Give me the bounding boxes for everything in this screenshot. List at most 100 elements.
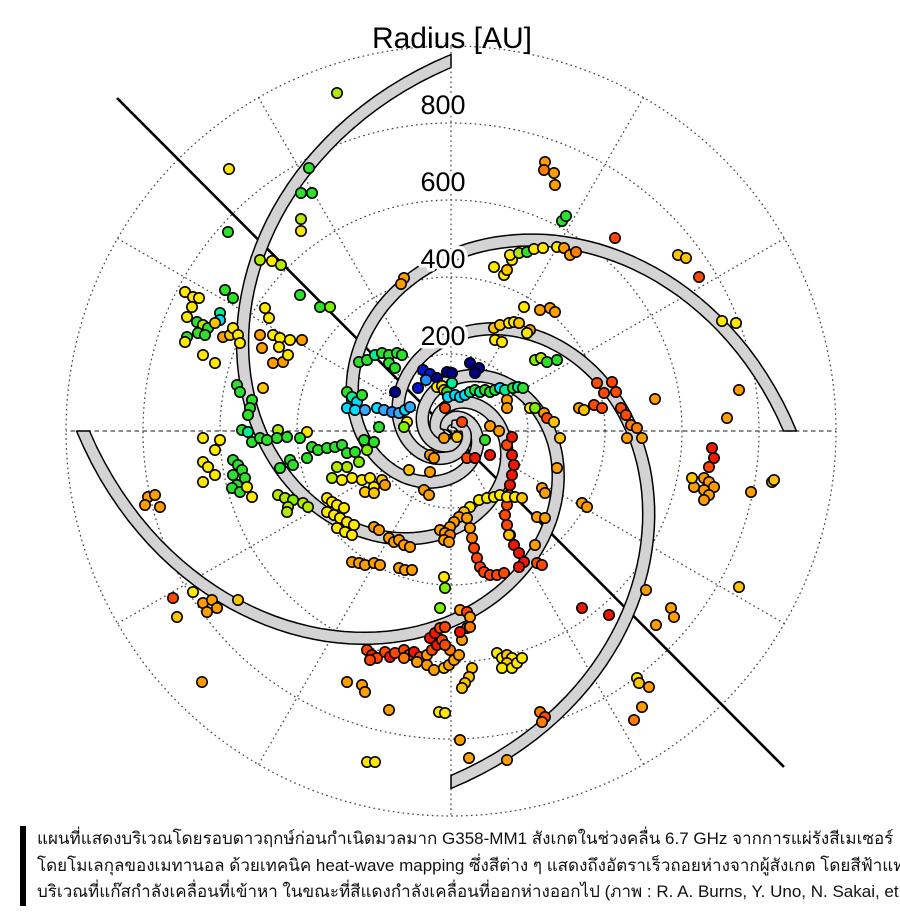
maser-point <box>445 366 458 379</box>
maser-point <box>467 541 480 554</box>
maser-point <box>227 468 240 481</box>
maser-point <box>202 460 215 473</box>
maser-point <box>438 638 451 651</box>
maser-point <box>627 713 640 726</box>
maser-point <box>648 392 661 405</box>
maser-point <box>167 591 180 604</box>
maser-point <box>294 187 307 200</box>
maser-point <box>620 431 633 444</box>
maser-point <box>492 424 505 437</box>
maser-point <box>266 356 279 369</box>
maser-point <box>505 448 518 461</box>
maser-point <box>222 226 235 239</box>
maser-point <box>559 210 572 223</box>
maser-point <box>272 340 285 353</box>
maser-point <box>405 563 418 576</box>
maser-point <box>528 401 541 414</box>
maser-point <box>452 648 465 661</box>
maser-point <box>352 455 365 468</box>
maser-point <box>411 381 424 394</box>
maser-point <box>632 676 645 689</box>
maser-point <box>234 385 247 398</box>
maser-point <box>232 593 245 606</box>
maser-point <box>505 430 518 443</box>
maser-point <box>468 366 481 379</box>
radial-tick-label: 400 <box>420 244 465 274</box>
maser-point <box>608 232 621 245</box>
maser-point <box>438 706 451 719</box>
maser-point <box>635 700 648 713</box>
maser-point <box>423 465 436 478</box>
radial-tick-label: 800 <box>420 90 465 120</box>
maser-point <box>528 538 541 551</box>
maser-point <box>685 471 698 484</box>
maser-point <box>537 164 550 177</box>
maser-point <box>419 373 432 386</box>
maser-point <box>767 473 780 486</box>
maser-point <box>305 187 318 200</box>
maser-point <box>372 523 385 536</box>
maser-point <box>337 501 350 514</box>
maser-point <box>720 411 733 424</box>
maser-point <box>273 461 286 474</box>
maser-point <box>512 546 525 559</box>
radial-tick-label: 200 <box>420 321 465 351</box>
maser-point <box>358 403 371 416</box>
maser-point <box>517 300 530 313</box>
maser-point <box>242 425 255 438</box>
maser-point <box>397 420 410 433</box>
maser-point <box>340 675 353 688</box>
maser-point <box>495 335 508 348</box>
maser-point <box>197 348 210 361</box>
maser-point <box>300 451 313 464</box>
maser-point <box>209 443 222 456</box>
maser-point <box>301 500 314 513</box>
maser-point <box>286 458 299 471</box>
maser-point <box>313 300 326 313</box>
maser-point <box>360 443 373 456</box>
maser-point <box>372 420 385 433</box>
maser-point <box>500 518 513 531</box>
maser-point <box>193 291 206 304</box>
maser-point <box>595 401 608 414</box>
maser-point <box>438 401 451 414</box>
maser-point <box>500 263 513 276</box>
maser-point <box>442 535 455 548</box>
maser-point <box>512 316 525 329</box>
maser-point <box>270 431 283 444</box>
maser-point <box>330 460 343 473</box>
maser-point <box>197 475 210 488</box>
maser-point <box>453 625 466 638</box>
maser-point <box>378 478 391 491</box>
maser-point <box>367 486 380 499</box>
maser-point <box>437 431 450 444</box>
maser-point <box>382 703 395 716</box>
maser-point <box>367 435 380 448</box>
maser-point <box>548 179 561 192</box>
maser-point <box>630 421 643 434</box>
maser-point <box>512 560 525 573</box>
maser-point <box>483 419 496 432</box>
maser-point <box>255 341 268 354</box>
maser-point <box>388 361 401 374</box>
maser-point <box>635 431 648 444</box>
maser-point <box>463 620 476 633</box>
maser-point <box>597 386 610 399</box>
maser-point <box>463 521 476 534</box>
maser-point <box>547 415 560 428</box>
maser-point <box>258 301 271 314</box>
maser-point <box>438 581 451 594</box>
maser-point <box>283 333 296 346</box>
maser-point <box>219 283 232 296</box>
maser-point <box>438 620 451 633</box>
maser-point <box>410 655 423 668</box>
maser-point <box>445 376 458 389</box>
maser-point <box>199 328 212 341</box>
maser-point <box>520 326 533 339</box>
maser-point <box>209 356 222 369</box>
maser-point <box>697 493 710 506</box>
maser-point <box>569 246 582 259</box>
maser-point <box>171 610 184 623</box>
maser-point <box>149 488 162 501</box>
radial-tick-labels: 200 400 600 800 <box>417 87 469 355</box>
